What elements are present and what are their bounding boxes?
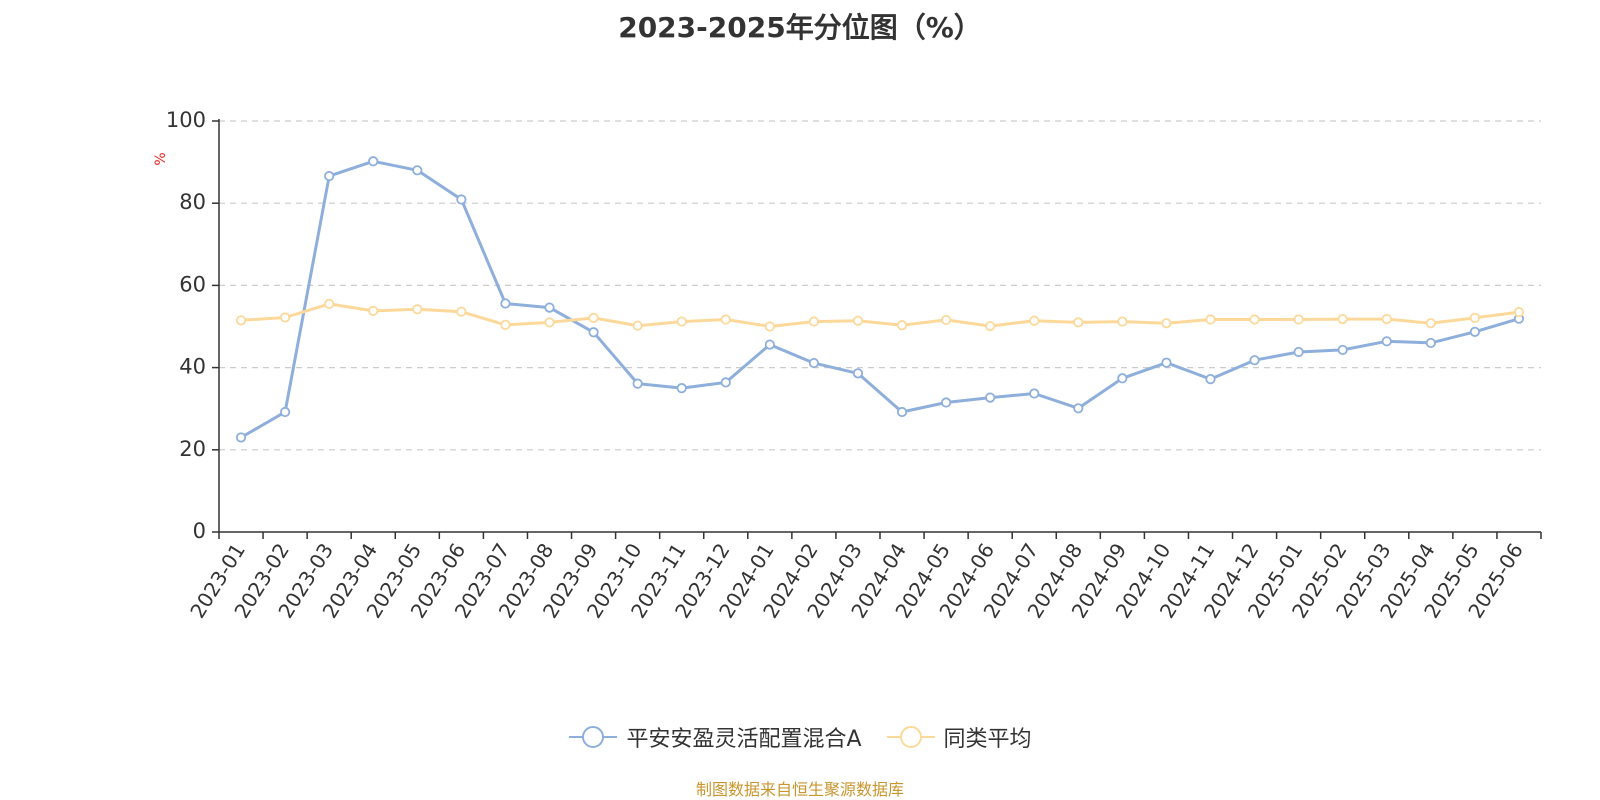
legend-circle-icon bbox=[569, 726, 618, 748]
legend: 平安安盈灵活配置混合A 同类平均 bbox=[0, 722, 1600, 752]
data-point[interactable] bbox=[544, 317, 555, 328]
source-note: 制图数据来自恒生聚源数据库 bbox=[695, 780, 904, 799]
legend-circle-icon bbox=[886, 726, 935, 748]
data-point[interactable] bbox=[1073, 403, 1084, 414]
data-point[interactable] bbox=[1073, 317, 1084, 328]
data-point[interactable] bbox=[500, 319, 511, 330]
data-point[interactable] bbox=[500, 298, 511, 309]
data-point[interactable] bbox=[720, 377, 731, 388]
data-point[interactable] bbox=[676, 383, 687, 394]
series-2 bbox=[235, 298, 1525, 332]
data-point[interactable] bbox=[235, 315, 247, 326]
y-tick-label: 20 bbox=[179, 437, 206, 461]
data-point[interactable] bbox=[368, 305, 379, 316]
legend-item-series-1[interactable]: 平安安盈灵活配置混合A bbox=[568, 721, 862, 753]
data-point[interactable] bbox=[412, 304, 423, 315]
y-tick-label: 100 bbox=[166, 108, 206, 132]
data-point[interactable] bbox=[235, 432, 247, 443]
data-point[interactable] bbox=[852, 368, 864, 379]
data-point[interactable] bbox=[1029, 388, 1040, 399]
data-point[interactable] bbox=[1249, 314, 1260, 325]
data-point[interactable] bbox=[764, 339, 775, 350]
data-point[interactable] bbox=[940, 397, 952, 408]
data-point[interactable] bbox=[1425, 318, 1436, 329]
data-point[interactable] bbox=[1293, 314, 1304, 325]
series-line bbox=[240, 159, 1520, 439]
data-point[interactable] bbox=[1381, 336, 1392, 347]
data-point[interactable] bbox=[985, 320, 996, 332]
data-point[interactable] bbox=[456, 306, 467, 317]
data-point[interactable] bbox=[544, 302, 555, 313]
data-point[interactable] bbox=[896, 320, 908, 331]
data-point[interactable] bbox=[1469, 326, 1481, 337]
data-point[interactable] bbox=[1205, 314, 1216, 325]
axes: 0204060801002023-012023-022023-032023-04… bbox=[166, 108, 1542, 622]
chart-title: 2023-2025年分位图（%） bbox=[618, 11, 982, 44]
data-point[interactable] bbox=[1249, 355, 1260, 366]
legend-item-series-2[interactable]: 同类平均 bbox=[886, 721, 1032, 753]
data-point[interactable] bbox=[1425, 337, 1436, 349]
data-point[interactable] bbox=[764, 321, 775, 332]
data-point[interactable] bbox=[985, 392, 996, 403]
data-point[interactable] bbox=[1117, 316, 1128, 327]
data-point[interactable] bbox=[676, 316, 687, 327]
data-point[interactable] bbox=[1029, 315, 1040, 326]
y-axis-label: % bbox=[153, 152, 169, 165]
y-tick-label: 0 bbox=[193, 519, 206, 543]
data-point[interactable] bbox=[1337, 344, 1348, 356]
data-point[interactable] bbox=[1161, 318, 1172, 329]
data-point[interactable] bbox=[632, 378, 643, 389]
data-point[interactable] bbox=[368, 156, 379, 167]
data-point[interactable] bbox=[412, 165, 423, 176]
data-point[interactable] bbox=[808, 357, 820, 369]
data-point[interactable] bbox=[1381, 314, 1392, 325]
y-tick-label: 80 bbox=[179, 190, 206, 214]
data-point[interactable] bbox=[279, 312, 291, 323]
data-point[interactable] bbox=[1469, 312, 1481, 323]
data-point[interactable] bbox=[1117, 373, 1128, 384]
grid-lines bbox=[219, 120, 1541, 451]
legend-label-series-2: 同类平均 bbox=[943, 727, 1032, 752]
series bbox=[235, 156, 1525, 443]
data-point[interactable] bbox=[808, 316, 820, 327]
data-point[interactable] bbox=[456, 194, 467, 205]
data-point[interactable] bbox=[1513, 307, 1525, 318]
data-point[interactable] bbox=[720, 314, 731, 325]
legend-label-series-1: 平安安盈灵活配置混合A bbox=[626, 727, 862, 752]
y-tick-label: 60 bbox=[179, 272, 206, 296]
data-point[interactable] bbox=[588, 327, 599, 338]
data-point[interactable] bbox=[896, 406, 908, 418]
data-point[interactable] bbox=[324, 170, 335, 182]
data-point[interactable] bbox=[1205, 374, 1216, 385]
data-point[interactable] bbox=[1337, 314, 1348, 325]
data-point[interactable] bbox=[1293, 346, 1304, 358]
data-point[interactable] bbox=[279, 406, 291, 418]
data-point[interactable] bbox=[588, 312, 599, 323]
data-point[interactable] bbox=[324, 298, 335, 309]
y-tick-label: 40 bbox=[179, 355, 206, 379]
series-1 bbox=[235, 156, 1525, 443]
data-point[interactable] bbox=[632, 320, 643, 331]
data-point[interactable] bbox=[1161, 357, 1172, 368]
data-point[interactable] bbox=[940, 314, 952, 326]
data-point[interactable] bbox=[852, 315, 864, 326]
series-line bbox=[240, 302, 1520, 328]
